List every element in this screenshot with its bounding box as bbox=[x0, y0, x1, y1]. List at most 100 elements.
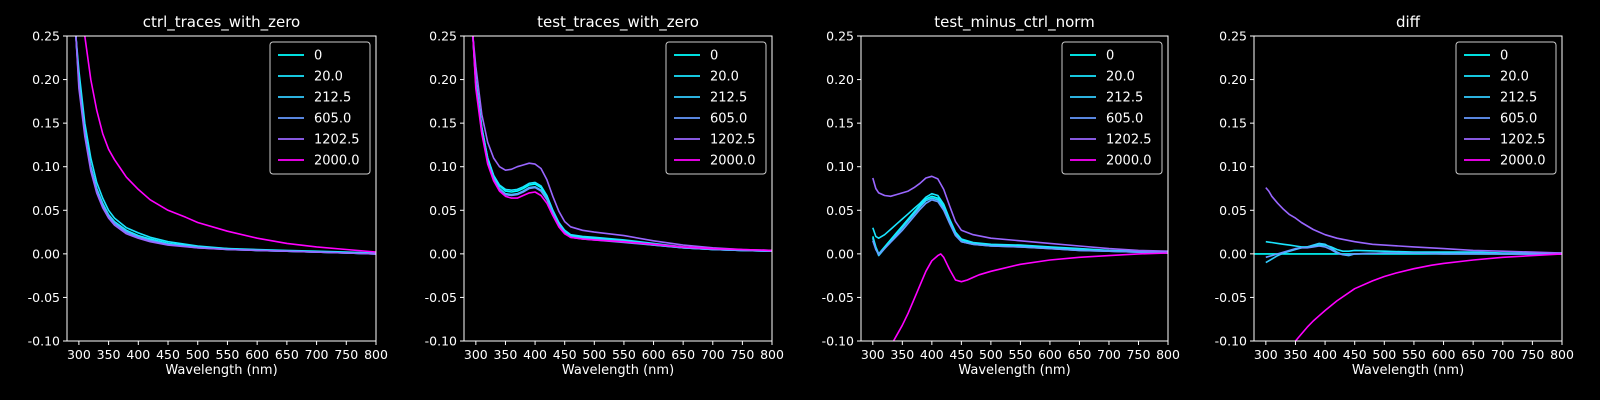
y-tick-label: 0.25 bbox=[429, 29, 457, 44]
plot-frame bbox=[1253, 35, 1563, 342]
y-tick-label: -0.10 bbox=[28, 334, 60, 349]
legend-entry: 1202.5 bbox=[1106, 133, 1152, 148]
y-tick-label: 0.20 bbox=[429, 72, 457, 87]
legend-entry: 2000.0 bbox=[1106, 154, 1152, 169]
chart-title: ctrl_traces_with_zero bbox=[143, 13, 300, 32]
x-tick-label: 450 bbox=[553, 347, 577, 362]
legend-entry: 20.0 bbox=[1500, 70, 1529, 85]
x-tick-label: 750 bbox=[1127, 347, 1151, 362]
legend: 0 20.0 212.5 605.0 1202.5 2000.0 bbox=[1455, 41, 1557, 175]
y-tick-label: 0.10 bbox=[429, 159, 457, 174]
y-tick-label: -0.05 bbox=[1215, 290, 1247, 305]
legend: 0 20.0 212.5 605.0 1202.5 2000.0 bbox=[665, 41, 767, 175]
x-tick-label: 600 bbox=[642, 347, 666, 362]
y-tick-label: -0.05 bbox=[28, 290, 60, 305]
x-tick-label: 500 bbox=[1372, 347, 1396, 362]
y-tick-label: 0.15 bbox=[429, 116, 457, 131]
legend-entry: 212.5 bbox=[710, 91, 747, 106]
x-tick-label: 450 bbox=[156, 347, 180, 362]
y-tick-label: 0.15 bbox=[32, 116, 60, 131]
legend: 0 20.0 212.5 605.0 1202.5 2000.0 bbox=[1061, 41, 1163, 175]
series-line-605.0 bbox=[872, 199, 1168, 255]
x-tick-label: 600 bbox=[245, 347, 269, 362]
x-tick-label: 350 bbox=[97, 347, 121, 362]
x-tick-label: 350 bbox=[494, 347, 518, 362]
x-tick-label: 750 bbox=[730, 347, 754, 362]
chart-title: test_traces_with_zero bbox=[537, 13, 699, 32]
series-line-2000.0 bbox=[892, 252, 1168, 341]
x-tick-label: 500 bbox=[979, 347, 1003, 362]
x-tick-label: 300 bbox=[1254, 347, 1278, 362]
plot-frame bbox=[463, 35, 773, 342]
y-tick-label: 0.05 bbox=[1219, 203, 1247, 218]
y-tick-label: -0.10 bbox=[1215, 334, 1247, 349]
x-tick-label: 300 bbox=[861, 347, 885, 362]
x-tick-label: 600 bbox=[1038, 347, 1062, 362]
y-tick-label: 0.25 bbox=[1219, 29, 1247, 44]
legend-entry: 605.0 bbox=[710, 112, 747, 127]
legend-entry: 605.0 bbox=[314, 112, 351, 127]
x-tick-label: 450 bbox=[1343, 347, 1367, 362]
y-tick-label: 0.15 bbox=[826, 116, 854, 131]
legend-entry: 2000.0 bbox=[710, 154, 756, 169]
legend-entry: 20.0 bbox=[710, 70, 739, 85]
legend: 0 20.0 212.5 605.0 1202.5 2000.0 bbox=[269, 41, 371, 175]
y-tick-label: 0.10 bbox=[32, 159, 60, 174]
chart-panel-2: test_traces_with_zero 300 350 400 450 500 550 6… bbox=[425, 13, 784, 378]
x-tick-label: 800 bbox=[1550, 347, 1574, 362]
x-tick-label: 300 bbox=[67, 347, 91, 362]
y-tick-label: -0.10 bbox=[425, 334, 457, 349]
y-tick-label: 0.20 bbox=[32, 72, 60, 87]
legend-entry: 0 bbox=[1106, 49, 1114, 64]
legend-entry: 2000.0 bbox=[314, 154, 360, 169]
y-tick-label: -0.10 bbox=[822, 334, 854, 349]
chart-panel-3: test_minus_ctrl_norm 300 350 400 450 500 550 60… bbox=[822, 13, 1180, 378]
plot-frame bbox=[860, 35, 1169, 342]
x-tick-label: 650 bbox=[671, 347, 695, 362]
plot-frame bbox=[66, 35, 377, 342]
legend-entry: 0 bbox=[1500, 49, 1508, 64]
legend-entry: 212.5 bbox=[1500, 91, 1537, 106]
legend-entry: 1202.5 bbox=[1500, 133, 1546, 148]
x-tick-label: 400 bbox=[523, 347, 547, 362]
x-tick-label: 550 bbox=[1402, 347, 1426, 362]
legend-entry: 20.0 bbox=[1106, 70, 1135, 85]
chart-panel-4: diff 300 350 400 450 500 550 600 650 700 750 800 -0.… bbox=[1215, 13, 1574, 378]
x-tick-label: 550 bbox=[612, 347, 636, 362]
x-tick-label: 350 bbox=[1284, 347, 1308, 362]
x-tick-label: 300 bbox=[464, 347, 488, 362]
y-tick-label: -0.05 bbox=[425, 290, 457, 305]
x-tick-label: 800 bbox=[760, 347, 784, 362]
series-line-2000.0 bbox=[84, 36, 376, 253]
chart-title: test_minus_ctrl_norm bbox=[934, 13, 1095, 32]
x-tick-label: 700 bbox=[1097, 347, 1121, 362]
series-line-2000.0 bbox=[1294, 253, 1562, 341]
legend-entry: 0 bbox=[314, 49, 322, 64]
y-tick-label: 0.00 bbox=[32, 246, 60, 261]
x-tick-label: 500 bbox=[186, 347, 210, 362]
x-axis-label: Wavelength (nm) bbox=[958, 363, 1070, 378]
x-tick-label: 700 bbox=[305, 347, 329, 362]
x-tick-label: 750 bbox=[334, 347, 358, 362]
series-line-605.0 bbox=[1265, 245, 1562, 259]
legend-entry: 20.0 bbox=[314, 70, 343, 85]
y-tick-label: 0.20 bbox=[1219, 72, 1247, 87]
y-tick-label: 0.00 bbox=[1219, 246, 1247, 261]
x-tick-label: 600 bbox=[1432, 347, 1456, 362]
x-tick-label: 650 bbox=[275, 347, 299, 362]
legend-entry: 605.0 bbox=[1500, 112, 1537, 127]
x-tick-label: 750 bbox=[1520, 347, 1544, 362]
x-tick-label: 800 bbox=[1156, 347, 1180, 362]
series-line-1202.5 bbox=[472, 36, 772, 252]
y-tick-label: 0.05 bbox=[826, 203, 854, 218]
y-tick-label: 0.20 bbox=[826, 72, 854, 87]
legend-entry: 212.5 bbox=[1106, 91, 1143, 106]
x-tick-label: 650 bbox=[1068, 347, 1092, 362]
y-tick-label: 0.25 bbox=[32, 29, 60, 44]
x-tick-label: 450 bbox=[949, 347, 973, 362]
x-tick-label: 550 bbox=[216, 347, 240, 362]
y-tick-label: 0.25 bbox=[826, 29, 854, 44]
legend-box bbox=[1061, 41, 1163, 175]
series-line-2000.0 bbox=[472, 36, 772, 252]
